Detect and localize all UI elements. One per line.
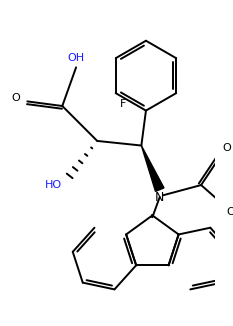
Text: O: O — [11, 93, 20, 103]
Text: O: O — [222, 143, 231, 153]
Text: OH: OH — [68, 53, 85, 63]
Text: HO: HO — [45, 180, 62, 189]
Text: N: N — [155, 191, 164, 204]
Text: F: F — [120, 99, 127, 109]
Text: O: O — [226, 207, 233, 217]
Polygon shape — [141, 145, 164, 191]
